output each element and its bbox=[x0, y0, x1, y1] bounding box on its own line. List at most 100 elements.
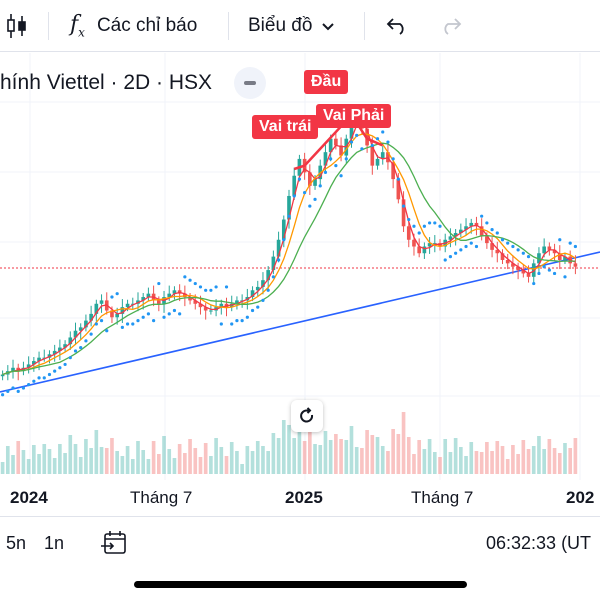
collapse-legend-button[interactable] bbox=[234, 67, 266, 99]
range-1y-button[interactable]: 1n bbox=[44, 533, 65, 553]
candle-body bbox=[448, 236, 453, 240]
volume-bar bbox=[573, 438, 578, 474]
sar-dot bbox=[230, 322, 234, 326]
sar-dot bbox=[506, 241, 510, 245]
volume-bar bbox=[547, 439, 552, 474]
volume-bar bbox=[334, 434, 338, 474]
sar-dot bbox=[73, 349, 78, 353]
candle-body bbox=[266, 270, 270, 281]
candle-body bbox=[547, 246, 552, 250]
price-chart[interactable] bbox=[0, 53, 600, 513]
chart-type-button[interactable]: Biểu đồ bbox=[248, 0, 335, 52]
sar-dot bbox=[459, 248, 463, 252]
sar-dot bbox=[448, 255, 453, 259]
range-5y-button[interactable]: 5n bbox=[6, 533, 27, 553]
candle-body bbox=[417, 246, 422, 254]
volume-bar bbox=[146, 459, 151, 474]
volume-bar bbox=[443, 439, 448, 474]
undo-icon[interactable] bbox=[386, 0, 408, 52]
sar-dot bbox=[157, 281, 161, 286]
indicators-button[interactable]: fx Các chỉ báo bbox=[70, 0, 197, 52]
redo-icon[interactable] bbox=[440, 0, 462, 52]
volume-bar bbox=[266, 451, 270, 474]
symbol-title: hính Viettel · 2D · HSX bbox=[0, 71, 213, 94]
sar-dot bbox=[500, 238, 505, 242]
candle-body bbox=[37, 357, 41, 362]
sar-dot bbox=[485, 221, 489, 225]
volume-bar bbox=[115, 451, 119, 474]
volume-bar bbox=[495, 441, 500, 474]
minus-icon bbox=[244, 81, 256, 85]
volume-bar bbox=[229, 442, 234, 474]
candles-icon[interactable] bbox=[6, 0, 28, 52]
bottom-bar: 5n 1n 06:32:33 (UT bbox=[0, 516, 600, 572]
volume-bar bbox=[328, 440, 333, 474]
candle-body bbox=[94, 303, 99, 314]
home-indicator bbox=[134, 581, 467, 588]
volume-bar bbox=[453, 438, 458, 474]
candle-body bbox=[146, 293, 151, 298]
time-label: Tháng 7 bbox=[411, 488, 474, 507]
candle-body bbox=[490, 243, 494, 250]
sar-dot bbox=[11, 386, 15, 390]
volume-bar bbox=[214, 438, 218, 474]
sar-dot bbox=[469, 241, 473, 245]
indicators-label: Các chỉ báo bbox=[96, 15, 198, 36]
candle-body bbox=[141, 297, 146, 301]
candle-body bbox=[209, 310, 213, 312]
candle-body bbox=[469, 222, 474, 227]
chart-pane[interactable] bbox=[0, 53, 600, 513]
candle-body bbox=[308, 172, 312, 186]
go-to-date-icon[interactable] bbox=[100, 529, 128, 562]
sar-dot bbox=[172, 308, 177, 313]
sar-dot bbox=[105, 329, 109, 333]
volume-bar bbox=[235, 451, 239, 474]
sar-dot bbox=[136, 319, 140, 323]
volume-bar bbox=[245, 446, 250, 474]
toolbar-divider bbox=[364, 12, 365, 40]
candle-body bbox=[375, 158, 380, 166]
toolbar-divider bbox=[48, 12, 49, 40]
candle-body bbox=[563, 256, 567, 260]
volume-bar bbox=[432, 452, 437, 474]
sar-dot bbox=[214, 285, 218, 289]
candle-body bbox=[26, 364, 31, 368]
volume-bar bbox=[490, 451, 494, 474]
sar-dot bbox=[250, 308, 255, 313]
volume-bar bbox=[563, 443, 567, 474]
sar-dot bbox=[240, 319, 244, 323]
sar-dot bbox=[37, 376, 41, 380]
volume-bar bbox=[255, 441, 260, 474]
volume-bar bbox=[11, 455, 15, 474]
reset-chart-button[interactable] bbox=[291, 400, 323, 432]
sar-dot bbox=[464, 244, 468, 249]
sar-dot bbox=[443, 258, 447, 262]
sar-dot bbox=[32, 379, 36, 383]
sar-dot bbox=[47, 372, 52, 377]
sar-dot bbox=[245, 315, 249, 319]
sar-dot bbox=[318, 184, 322, 188]
volume-bar bbox=[78, 457, 83, 474]
sar-dot bbox=[297, 177, 302, 181]
candle-body bbox=[557, 253, 562, 260]
volume-bar bbox=[162, 436, 166, 474]
sar-dot bbox=[193, 281, 197, 286]
sar-dot bbox=[412, 224, 416, 228]
sar-dot bbox=[568, 241, 572, 245]
sar-dot bbox=[141, 315, 145, 319]
volume-bar bbox=[448, 452, 453, 474]
clock-readout[interactable]: 06:32:33 (UT bbox=[486, 533, 592, 553]
sar-dot bbox=[339, 174, 343, 178]
volume-bar bbox=[469, 442, 474, 474]
volume-bar bbox=[339, 439, 343, 474]
sar-dot bbox=[370, 143, 374, 148]
volume-bar bbox=[84, 439, 88, 474]
candle-body bbox=[422, 246, 427, 254]
volume-bar bbox=[464, 456, 468, 474]
volume-bar bbox=[68, 435, 73, 474]
volume-bar bbox=[360, 448, 364, 474]
candle-body bbox=[511, 263, 515, 267]
right-shoulder-label: Vai Phải bbox=[316, 104, 392, 128]
candle-body bbox=[276, 239, 281, 257]
volume-bar bbox=[485, 442, 489, 474]
